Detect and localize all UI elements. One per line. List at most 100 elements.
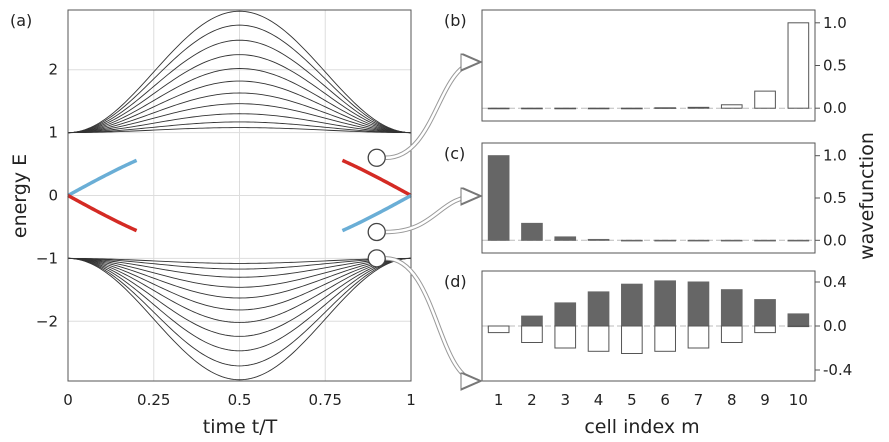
panel-a-x-ticks: 0 0.25 0.5 0.75 1 (63, 391, 416, 409)
bar (621, 325, 643, 354)
y-tick-label: −1 (36, 249, 58, 267)
bar (587, 238, 610, 241)
bar (754, 239, 776, 242)
y-tick-label: 1 (48, 124, 58, 142)
lower-band-line (68, 257, 411, 264)
x-tick-label: 3 (560, 391, 570, 409)
lower-band-line (67, 257, 412, 367)
x-tick-label: 7 (694, 391, 704, 409)
state-marker (367, 222, 386, 242)
connector-arrow (385, 257, 478, 381)
bar (720, 104, 743, 109)
bar (687, 281, 710, 327)
bar (654, 280, 676, 327)
bar (654, 325, 676, 352)
lower-band-line (67, 257, 412, 278)
x-tick-label: 4 (594, 391, 604, 409)
bar (787, 239, 810, 242)
panel-a-label: (a) (10, 11, 32, 30)
state-marker (367, 148, 386, 167)
panel-d: -0.4 0.0 0.4 (d) 1 2 3 4 5 6 7 8 9 10 (444, 270, 852, 409)
upper-band-line (67, 54, 412, 134)
wavefunction-axis-title: wavefunction (856, 132, 878, 260)
x-tick-label: 1 (406, 391, 416, 409)
panel-a-edge-states (67, 158, 412, 233)
bar (587, 325, 610, 352)
bar (487, 107, 510, 110)
bar (487, 155, 510, 241)
x-tick-label: 0 (63, 391, 73, 409)
edge-state-upper-right (341, 158, 412, 198)
bar (487, 325, 510, 334)
y-tick-label: 0.0 (823, 317, 847, 335)
bar (787, 313, 810, 327)
bar (521, 107, 543, 110)
cell-index-axis-title: cell index m (584, 416, 699, 438)
upper-band-line (67, 10, 412, 134)
upper-band-line (67, 80, 412, 134)
bar (787, 22, 810, 109)
lower-band-line (67, 257, 412, 288)
bar (587, 107, 610, 110)
y-tick-label: −2 (36, 312, 58, 330)
connector-arrow (385, 62, 478, 160)
state-marker (367, 249, 386, 268)
bar (787, 325, 810, 328)
lower-band-line (67, 257, 412, 352)
bar (687, 106, 710, 109)
x-tick-label: 8 (727, 391, 737, 409)
bar (654, 239, 676, 242)
bar (621, 283, 643, 327)
edge-state-lower-right (341, 193, 412, 233)
connector-arrow (385, 196, 478, 234)
x-tick-label: 0.5 (228, 391, 252, 409)
upper-band-line (67, 24, 412, 134)
y-tick-label: 1.0 (823, 14, 847, 32)
y-tick-label: 2 (48, 61, 58, 79)
bar (654, 107, 676, 109)
x-tick-label: 9 (760, 391, 770, 409)
lower-band-line (67, 257, 412, 337)
lower-band-line (67, 257, 412, 270)
panel-a-frame (67, 9, 412, 382)
y-tick-label: -0.4 (823, 361, 852, 379)
upper-band-line (68, 127, 411, 134)
bar (621, 239, 643, 242)
panel-c: 0.0 0.5 1.0 (c) (444, 142, 847, 254)
y-tick-label: 0.5 (823, 57, 847, 75)
panel-a-y-ticks: −2 −1 0 1 2 (36, 61, 58, 331)
bar (554, 325, 577, 349)
upper-band-line (67, 121, 412, 134)
marker-connectors (367, 62, 478, 381)
x-axis-title: time t/T (203, 416, 278, 438)
x-tick-label: 5 (627, 391, 637, 409)
bar (754, 299, 776, 327)
x-tick-label: 2 (527, 391, 537, 409)
panel-a-bulk-bands (67, 10, 412, 381)
y-tick-label: 0 (48, 187, 58, 205)
bar (621, 107, 643, 110)
edge-state-lower-left (67, 193, 138, 233)
bar-panels: 0.0 0.5 1.0 (b) 0.0 0.5 1.0 (c) -0.4 0.0 0.4 (d) 1 2 3… (444, 9, 852, 409)
y-tick-label: 0.5 (823, 189, 847, 207)
bar (720, 239, 743, 242)
edge-state-upper-left (67, 158, 138, 198)
bar (754, 325, 776, 334)
y-tick-label: 0.0 (823, 99, 847, 117)
panel-label: (d) (444, 272, 467, 291)
y-tick-label: 1.0 (823, 147, 847, 165)
y-axis-title: energy E (9, 154, 31, 238)
lower-band-line (67, 257, 412, 311)
bar (554, 302, 577, 327)
x-tick-label: 10 (789, 391, 808, 409)
x-tick-label: 6 (660, 391, 670, 409)
panel-b: 0.0 0.5 1.0 (b) (444, 9, 847, 122)
x-tick-label: 0.25 (137, 391, 170, 409)
upper-band-line (67, 113, 412, 134)
bar (720, 325, 743, 343)
bar (521, 222, 543, 241)
upper-band-line (67, 68, 412, 134)
bar (687, 325, 710, 349)
upper-band-line (67, 39, 412, 134)
